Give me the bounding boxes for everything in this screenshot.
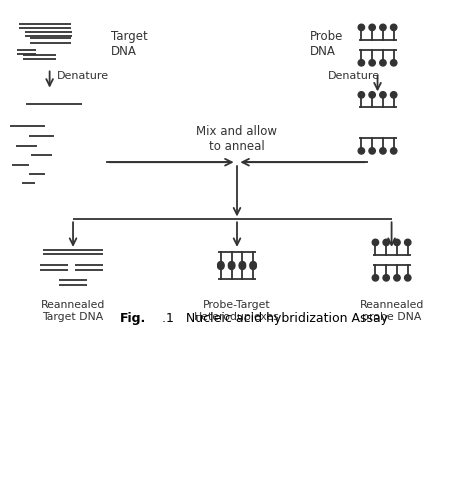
Text: Probe-Target
Heteroduplexes: Probe-Target Heteroduplexes	[194, 300, 280, 321]
Text: Probe
DNA: Probe DNA	[310, 30, 343, 58]
Circle shape	[391, 148, 397, 155]
Text: Target
DNA: Target DNA	[110, 30, 147, 58]
Circle shape	[405, 240, 411, 246]
Circle shape	[383, 275, 389, 281]
Text: Reannealed
Target DNA: Reannealed Target DNA	[41, 300, 105, 321]
Circle shape	[239, 262, 246, 268]
Circle shape	[380, 93, 386, 99]
Circle shape	[228, 264, 235, 270]
Circle shape	[372, 275, 379, 281]
Circle shape	[369, 148, 375, 155]
Circle shape	[380, 148, 386, 155]
Circle shape	[372, 240, 379, 246]
Circle shape	[250, 262, 256, 268]
Circle shape	[380, 60, 386, 67]
Circle shape	[358, 25, 365, 32]
Text: Reannealed
probe DNA: Reannealed probe DNA	[359, 300, 424, 321]
Circle shape	[250, 264, 256, 270]
Circle shape	[218, 264, 224, 270]
Circle shape	[369, 25, 375, 32]
Circle shape	[391, 93, 397, 99]
Circle shape	[380, 25, 386, 32]
Text: Fig.: Fig.	[120, 311, 146, 324]
Text: Denature: Denature	[328, 71, 381, 81]
Circle shape	[228, 262, 235, 268]
Circle shape	[369, 60, 375, 67]
Circle shape	[394, 275, 400, 281]
Circle shape	[218, 262, 224, 268]
Circle shape	[239, 264, 246, 270]
Circle shape	[383, 240, 389, 246]
Circle shape	[358, 93, 365, 99]
Text: .1   Nucleic acid hybridization Assay: .1 Nucleic acid hybridization Assay	[162, 311, 388, 324]
Circle shape	[358, 148, 365, 155]
Circle shape	[358, 60, 365, 67]
Text: Mix and allow
to anneal: Mix and allow to anneal	[197, 125, 277, 153]
Text: Denature: Denature	[57, 71, 109, 81]
Circle shape	[394, 240, 400, 246]
Circle shape	[391, 60, 397, 67]
Circle shape	[369, 93, 375, 99]
Circle shape	[405, 275, 411, 281]
Circle shape	[391, 25, 397, 32]
